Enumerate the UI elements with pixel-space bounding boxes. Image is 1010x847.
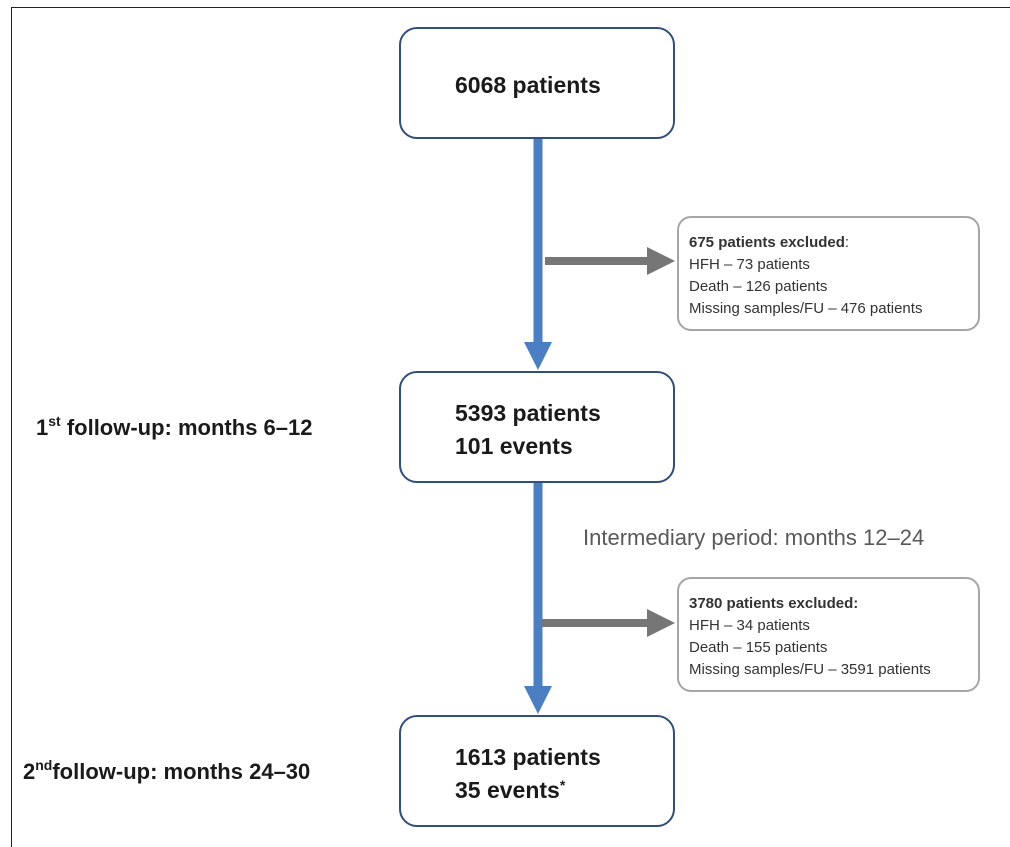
exclusion-2-header: 3780 patients excluded: (689, 595, 859, 612)
exclusion-2-item-death: Death – 155 patients (689, 639, 828, 656)
exclusion-1-item-missing: Missing samples/FU – 476 patients (689, 300, 923, 317)
side-arrow-head-1 (647, 247, 675, 275)
box-second-followup-patients: 1613 patients (455, 744, 601, 770)
figure-frame (11, 7, 1010, 847)
box-first-followup: 5393 patients 101 events (399, 371, 675, 483)
main-arrow-head-2 (524, 686, 552, 714)
box-first-followup-events: 101 events (455, 433, 573, 459)
second-followup-label: 2ndfollow-up: months 24–30 (23, 757, 311, 785)
box-total-patients-count: 6068 patients (455, 72, 601, 98)
second-followup-text: follow-up: months 24–30 (52, 759, 311, 784)
footnote-marker: * (559, 777, 566, 793)
exclusion-1-item-death: Death – 126 patients (689, 278, 828, 295)
box-total-patients: 6068 patients (399, 27, 675, 139)
second-followup-ordinal-suffix: nd (35, 757, 53, 773)
first-followup-ordinal-suffix: st (48, 413, 61, 429)
first-followup-label: 1st follow-up: months 6–12 (36, 413, 313, 441)
intermediary-period-label: Intermediary period: months 12–24 (583, 525, 925, 550)
box-second-followup-events: 35 events (455, 777, 560, 803)
exclusion-box-2: 3780 patients excluded: HFH – 34 patient… (677, 577, 980, 692)
first-followup-ordinal: 1 (36, 415, 49, 440)
first-followup-text: follow-up: months 6–12 (60, 415, 313, 440)
box-second-followup-events-line: 35 events* (455, 774, 601, 807)
exclusion-1-header-line: 675 patients excluded: (689, 232, 978, 254)
exclusion-2-item-hfh: HFH – 34 patients (689, 617, 810, 634)
exclusion-1-header: 675 patients excluded (689, 234, 845, 251)
exclusion-box-1: 675 patients excluded: HFH – 73 patients… (677, 216, 980, 331)
box-first-followup-patients: 5393 patients (455, 400, 601, 426)
main-arrow-head-1 (524, 342, 552, 370)
exclusion-1-item-hfh: HFH – 73 patients (689, 256, 810, 273)
box-second-followup: 1613 patients 35 events* (399, 715, 675, 827)
exclusion-2-header-line: 3780 patients excluded: (689, 593, 978, 615)
exclusion-2-item-missing: Missing samples/FU – 3591 patients (689, 661, 931, 678)
side-arrow-head-2 (647, 609, 675, 637)
exclusion-1-header-suffix: : (844, 234, 850, 251)
second-followup-ordinal: 2 (23, 759, 36, 784)
